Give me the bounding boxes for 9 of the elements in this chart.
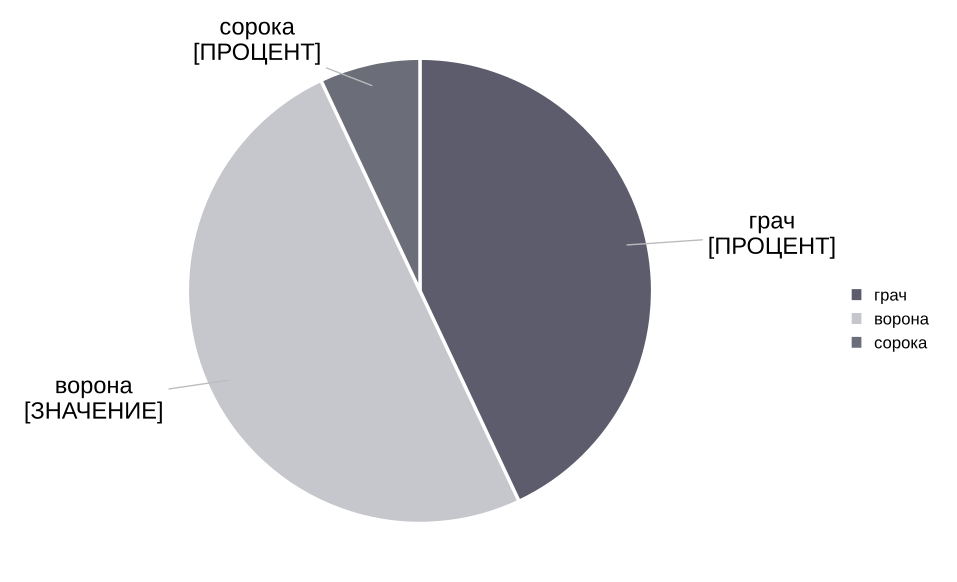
data-label: [ПРОЦЕНТ] [194, 42, 320, 65]
legend-label: ворона [875, 315, 929, 328]
legend-label: грач [875, 292, 906, 304]
data-label: [ПРОЦЕНТ] [709, 236, 834, 259]
slice-label: ворона [56, 380, 133, 398]
slice-label: сорока [220, 22, 295, 40]
slice-label: грач [750, 216, 794, 234]
legend-label: сорока [874, 339, 928, 352]
data-label: [ЗНАЧЕНИЕ] [26, 401, 162, 424]
